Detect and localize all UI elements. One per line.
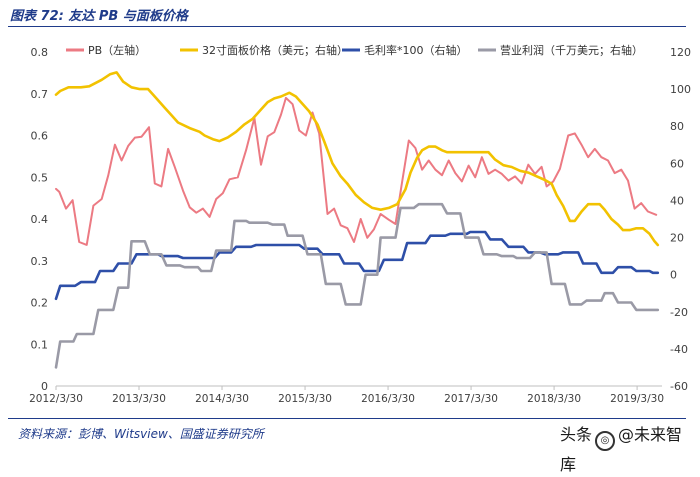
left-tick-label: 0.4 — [31, 213, 49, 226]
right-tick-label: 20 — [670, 232, 684, 245]
circle-logo-icon: ◎ — [595, 431, 616, 451]
series-line-4 — [54, 202, 660, 369]
legend-label-1: PB（左轴） — [88, 43, 146, 57]
left-tick-label: 0.6 — [31, 130, 49, 143]
right-tick-label: 40 — [670, 194, 684, 207]
x-tick-label: 2014/3/30 — [195, 393, 249, 405]
left-tick-label: 0.3 — [31, 255, 49, 268]
right-tick-label: -60 — [670, 380, 688, 393]
x-tick-label: 2017/3/30 — [444, 393, 498, 405]
chart-title: 图表 72: 友达 PB 与面板价格 — [10, 9, 188, 24]
right-tick-label: -20 — [670, 306, 688, 319]
x-tick-label: 2016/3/30 — [361, 393, 415, 405]
x-tick-label: 2018/3/30 — [527, 393, 581, 405]
right-tick-label: -40 — [670, 343, 688, 356]
series-line-1 — [55, 96, 658, 246]
left-tick-label: 0.5 — [31, 171, 49, 184]
right-tick-label: 120 — [670, 46, 691, 59]
x-tick-label: 2013/3/30 — [112, 393, 166, 405]
x-tick-label: 2015/3/30 — [278, 393, 332, 405]
right-tick-label: 100 — [670, 83, 691, 96]
series-layer — [54, 71, 660, 369]
left-tick-label: 0.7 — [31, 88, 49, 101]
legend-label-3: 毛利率*100（右轴） — [364, 43, 468, 57]
right-tick-label: 60 — [670, 157, 684, 170]
left-tick-label: 0.8 — [31, 46, 49, 59]
legend-label-2: 32寸面板价格（美元；右轴） — [202, 43, 348, 57]
footer-divider — [8, 418, 686, 419]
right-tick-label: 80 — [670, 120, 684, 133]
left-tick-label: 0.1 — [31, 338, 49, 351]
watermark-prefix: 头条 — [560, 425, 593, 444]
title-divider — [8, 26, 686, 27]
source-note: 资料来源：彭博、Witsview、国盛证券研究所 — [18, 427, 264, 441]
watermark: 头条 ◎ @未来智库 — [556, 419, 700, 477]
chart-canvas: 0 0.1 0.2 0.3 0.4 0.5 0.6 0.7 0.8 -60 -40 -20 0 20 40 6… — [29, 43, 691, 405]
right-tick-label: 0 — [670, 269, 677, 282]
legend: PB（左轴） 32寸面板价格（美元；右轴） 毛利率*100（右轴） 营业利润（千万美元… — [66, 43, 643, 57]
axes-layer: 0 0.1 0.2 0.3 0.4 0.5 0.6 0.7 0.8 -60 -40 -20 0 20 40 6… — [29, 46, 691, 405]
x-tick-label: 2012/3/30 — [29, 393, 83, 405]
left-tick-label: 0.2 — [31, 297, 49, 310]
x-tick-label: 2019/3/30 — [610, 393, 664, 405]
left-tick-label: 0 — [41, 380, 48, 393]
series-line-2 — [54, 71, 660, 247]
legend-label-4: 营业利润（千万美元；右轴） — [500, 43, 643, 57]
